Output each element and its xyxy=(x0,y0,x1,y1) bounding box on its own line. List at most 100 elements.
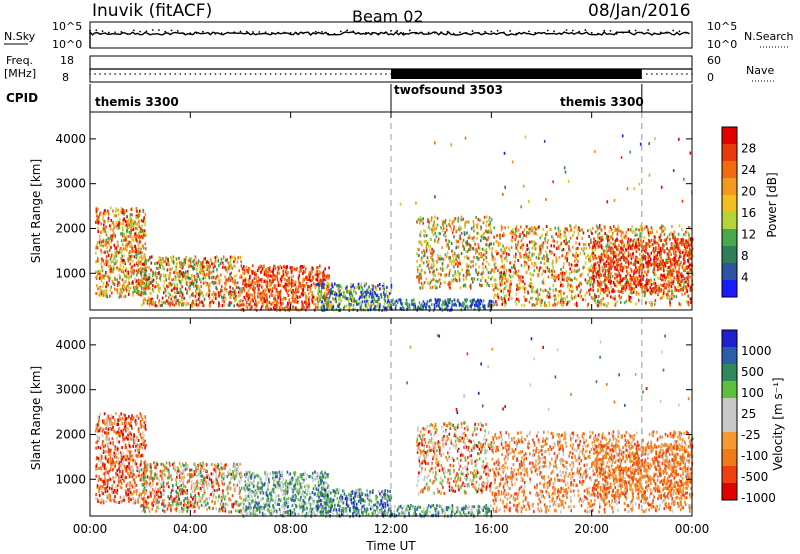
range-gate-cell xyxy=(267,301,269,305)
range-gate-cell xyxy=(417,305,419,309)
range-gate-cell xyxy=(565,235,567,239)
range-gate-cell xyxy=(99,291,101,295)
range-gate-cell xyxy=(384,299,386,303)
range-gate-cell xyxy=(112,270,114,274)
range-gate-cell xyxy=(338,305,340,309)
range-gate-cell xyxy=(292,275,294,278)
range-gate-cell xyxy=(660,257,663,261)
range-gate-cell xyxy=(580,282,583,286)
range-gate-cell xyxy=(432,251,434,255)
range-gate-cell xyxy=(558,234,561,238)
range-gate-cell xyxy=(455,304,457,308)
range-gate-cell xyxy=(676,278,679,282)
range-gate-cell xyxy=(545,304,548,308)
range-gate-cell xyxy=(176,271,178,275)
range-gate-cell xyxy=(123,254,125,258)
range-gate-cell xyxy=(196,278,198,282)
range-gate-cell xyxy=(115,214,117,218)
range-gate-cell xyxy=(527,265,530,269)
range-gate-cell xyxy=(310,272,313,276)
range-gate-cell xyxy=(657,251,659,254)
range-gate-cell xyxy=(601,235,604,239)
range-gate-cell xyxy=(672,234,675,237)
range-gate-cell xyxy=(672,236,674,240)
range-gate-cell xyxy=(310,283,313,287)
range-gate-cell xyxy=(627,228,630,232)
range-gate-cell xyxy=(418,272,421,276)
range-gate-cell xyxy=(526,263,529,267)
range-gate-cell xyxy=(197,285,200,289)
range-gate-cell xyxy=(125,209,128,213)
range-gate-cell xyxy=(476,256,478,259)
range-gate-cell xyxy=(480,299,483,303)
nave-dot xyxy=(314,73,317,75)
range-gate-cell xyxy=(142,280,144,284)
range-gate-cell xyxy=(157,260,160,264)
range-gate-cell xyxy=(477,243,480,247)
range-gate-cell xyxy=(198,293,200,297)
range-gate-cell xyxy=(151,270,154,274)
range-gate-cell xyxy=(494,293,496,297)
range-gate-cell xyxy=(212,269,215,273)
range-gate-cell xyxy=(500,271,503,275)
range-gate-cell xyxy=(667,290,669,294)
range-gate-cell xyxy=(448,273,450,277)
range-gate-cell xyxy=(364,282,367,286)
range-gate-cell xyxy=(444,218,447,222)
range-gate-cell xyxy=(633,245,636,249)
range-gate-cell xyxy=(177,272,179,275)
range-gate-cell xyxy=(268,266,271,270)
range-gate-cell xyxy=(521,303,523,307)
range-gate-cell xyxy=(342,295,344,298)
range-gate-cell xyxy=(119,291,121,295)
range-gate-cell xyxy=(176,262,178,266)
range-gate-cell xyxy=(528,283,531,287)
range-gate-cell xyxy=(241,287,243,291)
range-gate-cell xyxy=(517,240,519,244)
range-gate-cell xyxy=(239,303,242,307)
range-gate-cell xyxy=(326,282,329,286)
range-gate-cell xyxy=(202,301,204,305)
noise-search-dot xyxy=(227,31,229,34)
nave-dot xyxy=(355,73,357,75)
range-gate-cell xyxy=(116,227,119,231)
range-gate-cell xyxy=(433,219,436,223)
range-gate-cell xyxy=(494,257,496,261)
nave-dot xyxy=(294,73,297,75)
range-gate-cell xyxy=(141,278,143,282)
range-gate-cell xyxy=(478,304,480,307)
range-gate-cell xyxy=(220,289,223,293)
range-gate-cell xyxy=(114,250,116,254)
range-gate-cell xyxy=(484,236,487,240)
noise-search-dot xyxy=(634,29,637,32)
range-gate-cell xyxy=(560,303,563,307)
nave-dense-block xyxy=(391,69,642,79)
range-gate-cell xyxy=(138,290,140,293)
range-gate-cell xyxy=(166,284,168,288)
range-gate-cell xyxy=(214,277,217,281)
range-gate-cell xyxy=(360,284,362,288)
noise-search-dot xyxy=(490,30,493,33)
range-gate-cell xyxy=(512,274,514,278)
range-gate-cell xyxy=(615,284,618,288)
range-gate-cell xyxy=(271,270,274,274)
range-gate-cell xyxy=(298,283,301,287)
range-gate-cell xyxy=(319,280,321,283)
range-gate-cell xyxy=(158,271,160,275)
nave-dot xyxy=(244,73,247,75)
range-gate-cell xyxy=(540,304,542,307)
range-gate-cell xyxy=(429,281,431,285)
range-gate-cell xyxy=(690,288,693,292)
range-gate-cell xyxy=(549,287,551,291)
range-gate-cell xyxy=(361,288,364,292)
range-gate-cell xyxy=(181,274,184,278)
range-gate-cell xyxy=(100,292,103,296)
range-gate-cell xyxy=(105,259,108,262)
range-gate-cell xyxy=(120,206,123,210)
range-gate-cell xyxy=(261,295,264,299)
range-gate-cell xyxy=(614,226,617,230)
range-gate-cell xyxy=(287,277,289,281)
range-gate-cell xyxy=(218,302,221,306)
range-gate-cell xyxy=(238,304,240,308)
noise-search-dot xyxy=(546,29,549,32)
